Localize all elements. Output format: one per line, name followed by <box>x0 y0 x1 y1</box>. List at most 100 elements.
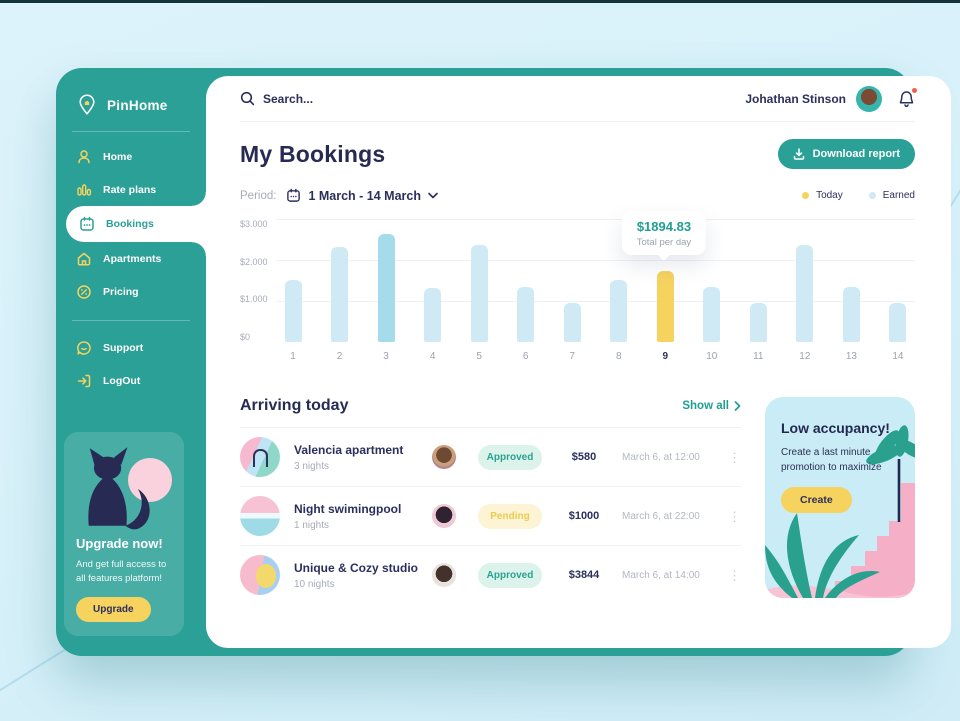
sidebar-item-apartments[interactable]: Apartments <box>56 242 206 275</box>
booking-row[interactable]: Unique & Cozy studio 10 nights Approved … <box>240 545 741 604</box>
chart-bar[interactable] <box>796 245 814 342</box>
sidebar-item-rate-plans[interactable]: Rate plans <box>56 173 206 206</box>
brand-logo[interactable]: PinHome <box>76 94 206 116</box>
guest-avatar <box>432 563 456 587</box>
y-tick-label: $1.000 <box>240 294 268 305</box>
chart-bar-column[interactable]: 5 <box>470 219 488 362</box>
notification-dot <box>912 87 917 93</box>
status-badge: Approved <box>478 444 542 470</box>
row-menu-icon[interactable]: ⋮ <box>728 449 741 465</box>
chart-bar-column[interactable]: 8 <box>610 219 628 362</box>
chart-bar[interactable] <box>284 279 302 342</box>
legend-dot <box>802 192 810 199</box>
moon-circle-decor <box>128 457 172 502</box>
period-row: Period: 1 March - 14 March Today Earned <box>240 188 915 203</box>
chart-bar[interactable] <box>470 244 488 342</box>
guest-avatar <box>432 504 456 528</box>
chart-bar-column[interactable]: 9 <box>656 219 674 362</box>
sidebar-item-support[interactable]: Support <box>56 331 206 364</box>
upgrade-button[interactable]: Upgrade <box>76 597 151 622</box>
chart-bar-column[interactable]: 11 <box>749 219 767 362</box>
chart-bar[interactable] <box>517 287 535 342</box>
chart-bar-column[interactable]: 13 <box>842 219 860 362</box>
period-value: 1 March - 14 March <box>308 188 421 203</box>
search-input[interactable] <box>263 91 403 106</box>
chart-bar[interactable] <box>563 303 581 342</box>
booking-thumbnail <box>240 437 280 477</box>
booking-nights: 3 nights <box>294 460 330 472</box>
chart-bar[interactable] <box>610 280 628 342</box>
chart-bar-column[interactable]: 1 <box>284 219 302 362</box>
brand-name: PinHome <box>107 97 168 113</box>
chart-bar-column[interactable]: 7 <box>563 219 581 362</box>
row-menu-icon[interactable]: ⋮ <box>728 508 741 524</box>
low-occupancy-promo-card: Low accupancy! Create a last minute prom… <box>765 397 915 598</box>
bookings-calendar-icon <box>79 216 95 232</box>
promo-title: Low accupancy! <box>781 420 890 436</box>
x-tick-label: 9 <box>662 351 669 362</box>
chart-bar[interactable] <box>656 271 674 342</box>
chart-bar-column[interactable]: 2 <box>331 219 349 362</box>
x-tick-label: 3 <box>383 351 389 362</box>
chart-legend: Today Earned <box>802 190 915 201</box>
chart-bar[interactable] <box>377 234 395 342</box>
upgrade-illustration <box>76 442 172 532</box>
dashboard-frame: PinHome Home Rate plans Bookings <box>56 68 951 656</box>
tooltip-value: $1894.83 <box>636 219 692 234</box>
booking-row[interactable]: Valencia apartment 3 nights Approved $58… <box>240 427 741 486</box>
sidebar-item-label: Rate plans <box>103 183 157 196</box>
x-tick-label: 6 <box>522 351 529 362</box>
upgrade-title: Upgrade now! <box>76 535 163 551</box>
arriving-title: Arriving today <box>240 397 349 414</box>
chart-bar[interactable] <box>889 303 907 342</box>
chart-bar-column[interactable]: 3 <box>377 219 395 362</box>
sidebar-item-bookings[interactable]: Bookings <box>66 192 206 256</box>
chart-bar[interactable] <box>331 247 349 342</box>
booking-info: Unique & Cozy studio 10 nights <box>294 561 432 590</box>
chart-bar-column[interactable]: 12 <box>796 219 814 362</box>
sidebar-item-pricing[interactable]: Pricing <box>56 275 206 308</box>
chart-bar[interactable] <box>749 303 767 342</box>
apartments-icon <box>76 251 92 267</box>
cat-silhouette-icon <box>88 446 150 529</box>
guest-avatar <box>432 445 456 469</box>
user-menu[interactable]: Johathan Stinson <box>745 85 882 112</box>
sidebar-item-home[interactable]: Home <box>56 140 206 173</box>
chart-bar[interactable] <box>424 288 442 342</box>
legend-item-earned: Earned <box>868 190 915 201</box>
x-tick-label: 4 <box>429 351 436 362</box>
upgrade-card: Upgrade now! And get full access to all … <box>64 431 184 636</box>
title-row: My Bookings Download report <box>240 139 915 169</box>
show-all-link[interactable]: Show all <box>682 400 741 412</box>
download-report-button[interactable]: Download report <box>777 139 915 169</box>
sidebar-divider <box>72 320 190 321</box>
home-icon <box>76 149 92 165</box>
create-promotion-button[interactable]: Create <box>781 487 852 513</box>
x-tick-label: 12 <box>799 351 811 362</box>
x-tick-label: 5 <box>476 351 482 362</box>
chart-bar-column[interactable]: 4 <box>424 219 442 362</box>
notifications-button[interactable] <box>898 87 917 108</box>
booking-thumbnail <box>240 555 280 595</box>
booking-name: Unique & Cozy studio <box>294 560 418 575</box>
user-avatar[interactable] <box>856 85 882 112</box>
y-tick-label: $2.000 <box>240 256 268 267</box>
x-tick-label: 2 <box>336 351 343 362</box>
window-top-edge <box>0 0 960 3</box>
chart-bar-column[interactable]: 10 <box>703 219 721 362</box>
tooltip-label: Total per day <box>636 237 692 248</box>
booking-row[interactable]: Night swimingpool 1 nights Pending $1000… <box>240 486 741 545</box>
sidebar-divider <box>72 131 190 132</box>
bottom-section: Arriving today Show all Valencia apartme… <box>240 397 915 634</box>
chart-bar-column[interactable]: 14 <box>889 219 907 362</box>
sidebar-item-logout[interactable]: LogOut <box>56 364 206 397</box>
search-box[interactable] <box>240 91 745 106</box>
x-tick-label: 7 <box>569 351 575 362</box>
chart-bar[interactable] <box>703 286 721 342</box>
sidebar-item-label: Home <box>103 150 133 163</box>
status-badge: Pending <box>478 503 542 529</box>
row-menu-icon[interactable]: ⋮ <box>728 567 741 583</box>
chart-bar[interactable] <box>842 287 860 342</box>
chart-bar-column[interactable]: 6 <box>517 219 535 362</box>
period-selector[interactable]: 1 March - 14 March <box>286 188 438 203</box>
